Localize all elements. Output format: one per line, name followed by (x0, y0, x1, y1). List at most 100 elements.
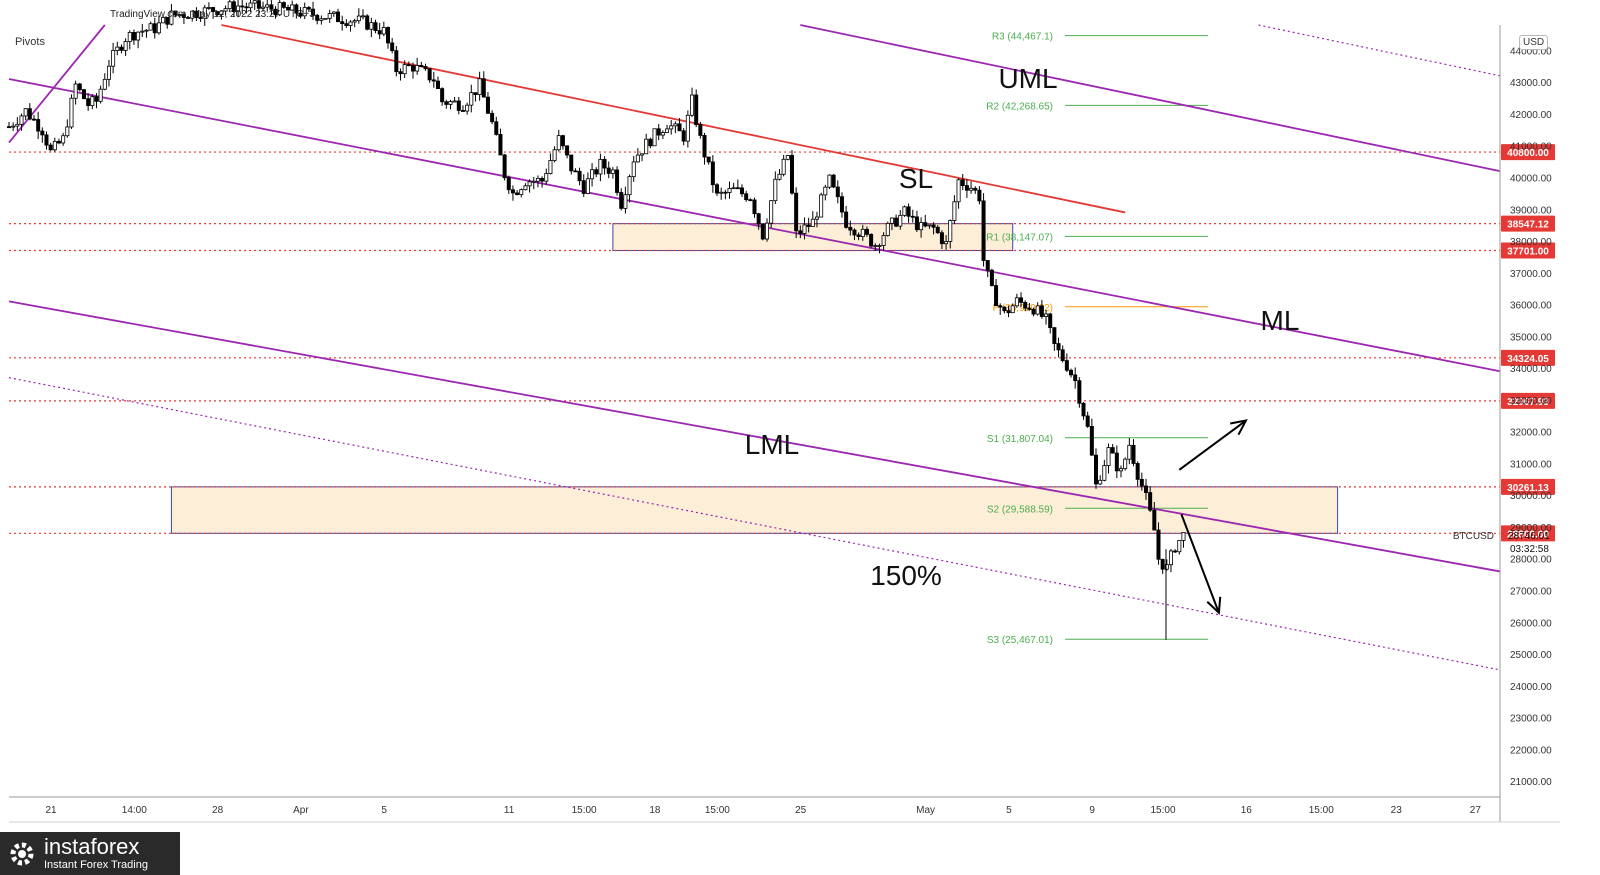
candle-body-82 (348, 21, 353, 26)
candle-body-143 (602, 158, 607, 169)
candle-body-46 (198, 17, 203, 19)
candle-body-32 (140, 30, 145, 33)
candle-body-3 (19, 115, 24, 125)
x-tick-label-3: Apr (293, 805, 309, 816)
trend-line-upper-dotted (1258, 24, 1501, 77)
price-level-label-2: 37701.00 (1507, 247, 1549, 258)
candle-body-4 (23, 108, 28, 117)
candle-body-9 (44, 134, 49, 146)
candle-body-68 (290, 4, 295, 11)
price-level-badge-6 (1501, 525, 1555, 542)
annotation-sl: SL (899, 163, 933, 194)
candle-body-274 (1148, 492, 1153, 511)
candle-body-52 (223, 8, 228, 12)
candle-body-169 (710, 161, 715, 186)
candle-body-204 (856, 234, 861, 237)
candle-body-233 (977, 189, 982, 202)
candle-body-128 (540, 177, 545, 182)
y-tick-label-31000: 31000.00 (1510, 459, 1552, 470)
candle-body-277 (1160, 558, 1165, 570)
price-level-label-3: 34324.05 (1507, 354, 1549, 365)
candle-body-24 (106, 65, 111, 80)
y-tick-label-41000: 41000.00 (1510, 142, 1552, 153)
candle-body-21 (94, 96, 99, 102)
candle-body-239 (1002, 306, 1007, 312)
candle-body-44 (190, 10, 195, 19)
candle-body-248 (1039, 305, 1044, 317)
candle-body-15 (69, 97, 74, 128)
candle-body-53 (227, 1, 232, 10)
candle-body-199 (835, 186, 840, 198)
x-tick-label-4: 5 (381, 805, 387, 816)
trend-line-ml (8, 78, 1501, 373)
price-level-badge-2 (1501, 242, 1555, 259)
candle-body-95 (402, 64, 407, 75)
candle-body-194 (814, 216, 819, 220)
instaforex-logo: instaforex Instant Forex Trading (0, 832, 180, 875)
candle-body-81 (344, 23, 349, 26)
y-tick-label-38000: 38000.00 (1510, 237, 1552, 248)
candle-body-130 (548, 160, 553, 175)
candle-body-13 (61, 135, 66, 144)
candle-body-70 (298, 12, 303, 17)
arrow-down-shaft (1180, 513, 1220, 614)
candle-body-31 (136, 31, 141, 41)
candle-body-234 (981, 200, 986, 261)
candle-body-85 (361, 15, 366, 18)
trend-line-uml (800, 24, 1501, 173)
candle-body-107 (452, 100, 457, 103)
x-tick-label-12: 9 (1089, 805, 1095, 816)
candle-body-188 (789, 155, 794, 194)
candle-body-168 (706, 156, 711, 163)
candle-body-262 (1098, 479, 1103, 485)
candle-body-54 (231, 1, 236, 13)
candle-body-121 (510, 189, 515, 194)
candle-body-141 (594, 169, 599, 175)
y-tick-label-27000: 27000.00 (1510, 586, 1552, 597)
candle-body-106 (448, 101, 453, 105)
trend-line-start (8, 24, 106, 144)
x-tick-label-8: 15:00 (705, 805, 730, 816)
candle-body-65 (277, 2, 282, 16)
pivot-label-S1: S1 (31,807.04) (987, 434, 1053, 445)
candle-body-37 (161, 17, 166, 24)
candle-body-47 (202, 7, 207, 19)
candle-body-144 (606, 167, 611, 174)
x-tick-label-15: 15:00 (1309, 805, 1334, 816)
candle-body-45 (194, 10, 199, 18)
indicator-label[interactable]: Pivots (15, 36, 45, 48)
y-tick-label-42000: 42000.00 (1510, 110, 1552, 121)
y-tick-label-21000: 21000.00 (1510, 777, 1552, 788)
annotations-layer: UML SL ML LML 150% (745, 63, 1300, 591)
candle-body-39 (169, 10, 174, 25)
symbol-label: BTCUSD (1453, 531, 1494, 542)
candle-body-273 (1143, 485, 1148, 493)
price-level-badge-5 (1501, 478, 1555, 495)
candle-body-66 (281, 2, 286, 8)
candle-body-131 (552, 149, 557, 161)
candle-body-177 (744, 193, 749, 201)
candle-body-72 (306, 7, 311, 10)
currency-button[interactable]: USD (1519, 35, 1549, 50)
candle-body-251 (1052, 327, 1057, 344)
candle-body-254 (1064, 360, 1069, 371)
candle-body-139 (585, 178, 590, 194)
zone-rect-1 (170, 486, 1339, 534)
candle-body-201 (844, 211, 849, 228)
price-levels-layer: 40800.00 38547.12 37701.00 34324.05 32967.93… (9, 144, 1555, 542)
candle-body-38 (165, 17, 170, 25)
candle-body-226 (948, 220, 953, 242)
trend-line-150% (8, 377, 1501, 671)
candle-body-49 (211, 7, 216, 13)
candle-body-211 (885, 222, 890, 236)
price-level-label-6: 28800.00 (1507, 529, 1549, 540)
candle-body-223 (935, 226, 940, 234)
x-tick-label-11: 5 (1006, 805, 1012, 816)
y-tick-label-22000: 22000.00 (1510, 745, 1552, 756)
candle-body-35 (152, 23, 157, 34)
candle-body-164 (690, 94, 695, 116)
candle-body-166 (698, 124, 703, 136)
candle-body-138 (581, 180, 586, 194)
candle-body-161 (677, 123, 682, 132)
